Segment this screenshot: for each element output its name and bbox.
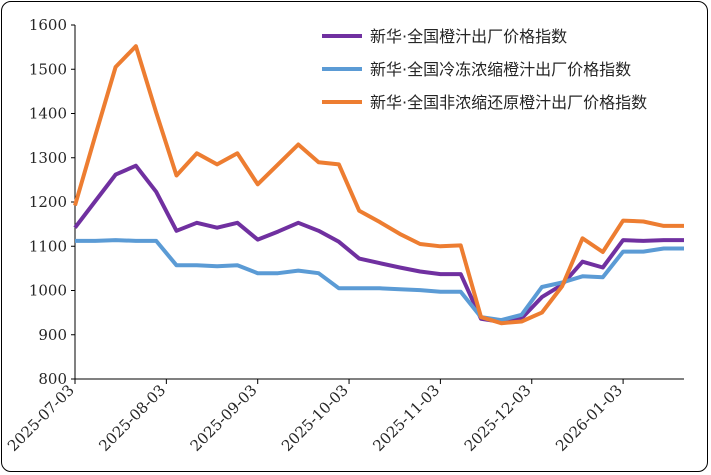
series-line-2 (75, 238, 684, 323)
y-tick-label: 1500 (29, 60, 67, 78)
legend-label-1: 新华·全国橙汁出厂价格指数 (370, 27, 567, 46)
x-tick-label: 2025-09-03 (187, 381, 261, 455)
x-tick-label: 2025-12-03 (461, 381, 535, 455)
y-tick-label: 1600 (29, 16, 67, 34)
y-tick-label: 1200 (29, 193, 67, 211)
series-lines (73, 44, 684, 326)
x-tick-label: 2025-11-03 (369, 381, 443, 455)
y-tick-label: 1000 (29, 282, 67, 300)
legend-label-3: 新华·全国非浓缩还原橙汁出厂价格指数 (370, 93, 647, 112)
y-tick-label: 1300 (29, 149, 67, 167)
x-tick-label: 2026-01-03 (552, 381, 626, 455)
y-tick-label: 800 (38, 370, 67, 388)
y-tick-label: 1100 (29, 237, 67, 255)
y-tick-label: 900 (38, 326, 67, 344)
legend-label-2: 新华·全国冷冻浓缩橙汁出厂价格指数 (370, 60, 631, 79)
x-tick-label: 2025-08-03 (95, 381, 169, 455)
x-tick-label: 2025-07-03 (4, 381, 78, 455)
series-line-1 (73, 163, 684, 324)
series-line-3 (73, 44, 684, 326)
x-tick-label: 2025-10-03 (278, 381, 352, 455)
y-tick-label: 1400 (29, 105, 67, 123)
legend: 新华·全国橙汁出厂价格指数新华·全国冷冻浓缩橙汁出厂价格指数新华·全国非浓缩还原… (322, 27, 647, 112)
axes: 800 900 1000 1100 1200 1300 1400 1500 1600 2025-0… (4, 16, 684, 455)
